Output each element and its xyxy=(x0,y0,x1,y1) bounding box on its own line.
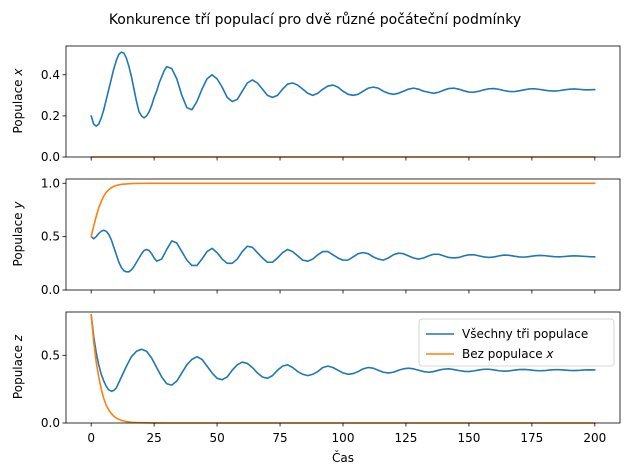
x-tick-label: 25 xyxy=(146,431,161,445)
ylabel-x: Populace x xyxy=(11,68,25,134)
x-tick-label: 125 xyxy=(395,431,418,445)
x-tick-label: 100 xyxy=(332,431,355,445)
y-tick-label: 0.0 xyxy=(41,283,60,297)
series-line-all-panel-z xyxy=(90,313,596,392)
x-ticks-y xyxy=(90,290,596,294)
y-tick-label: 0.2 xyxy=(41,109,60,123)
series-line-all-panel-x xyxy=(90,51,596,127)
x-tick-label: 150 xyxy=(457,431,480,445)
y-tick-label: 0.5 xyxy=(41,348,60,362)
plot-area-x xyxy=(90,51,596,158)
y-tick-label: 0.0 xyxy=(41,416,60,430)
y-tick-label: 0.0 xyxy=(41,150,60,164)
x-tick-label: 50 xyxy=(209,431,224,445)
axes-frame-x xyxy=(65,45,621,158)
axes-frame-y xyxy=(65,178,621,291)
plot-area-y xyxy=(90,182,596,273)
series-line-all-panel-y xyxy=(90,229,596,273)
series-line-no-x-panel-y xyxy=(90,182,596,238)
x-tick-label: 175 xyxy=(520,431,543,445)
y-ticks-y: 0.0 0.5 1.0 xyxy=(41,176,66,297)
x-tick-labels: 0 25 50 75 100 125 150 175 200 xyxy=(87,431,606,445)
panel-y: 0.0 0.5 1.0 Populace y xyxy=(11,176,621,297)
y-ticks-x: 0.0 0.2 0.4 xyxy=(41,68,66,164)
y-ticks-z: 0.0 0.5 xyxy=(41,348,66,430)
y-tick-label: 0.5 xyxy=(41,230,60,244)
legend: Všechny tři populace Bez populace x xyxy=(418,318,615,367)
x-tick-label: 0 xyxy=(87,431,95,445)
xlabel: Čas xyxy=(332,450,354,465)
x-tick-label: 200 xyxy=(583,431,606,445)
legend-label-no-x: Bez populace x xyxy=(462,347,554,361)
ylabel-y: Populace y xyxy=(11,201,25,267)
chart-title: Konkurence tří populací pro dvě různé po… xyxy=(109,12,521,28)
y-tick-label: 0.4 xyxy=(41,68,60,82)
panel-z: 0.0 0.5 Populace z 0 25 50 75 100 125 150 175 200… xyxy=(11,311,621,465)
x-tick-label: 75 xyxy=(272,431,287,445)
y-tick-label: 1.0 xyxy=(41,176,60,190)
legend-box xyxy=(418,318,615,367)
panel-x: 0.0 0.2 0.4 Populace x xyxy=(11,45,621,164)
ylabel-z: Populace z xyxy=(11,334,25,399)
x-ticks-x xyxy=(90,157,596,161)
x-ticks-z xyxy=(90,423,596,427)
legend-label-all: Všechny tři populace xyxy=(462,327,588,341)
